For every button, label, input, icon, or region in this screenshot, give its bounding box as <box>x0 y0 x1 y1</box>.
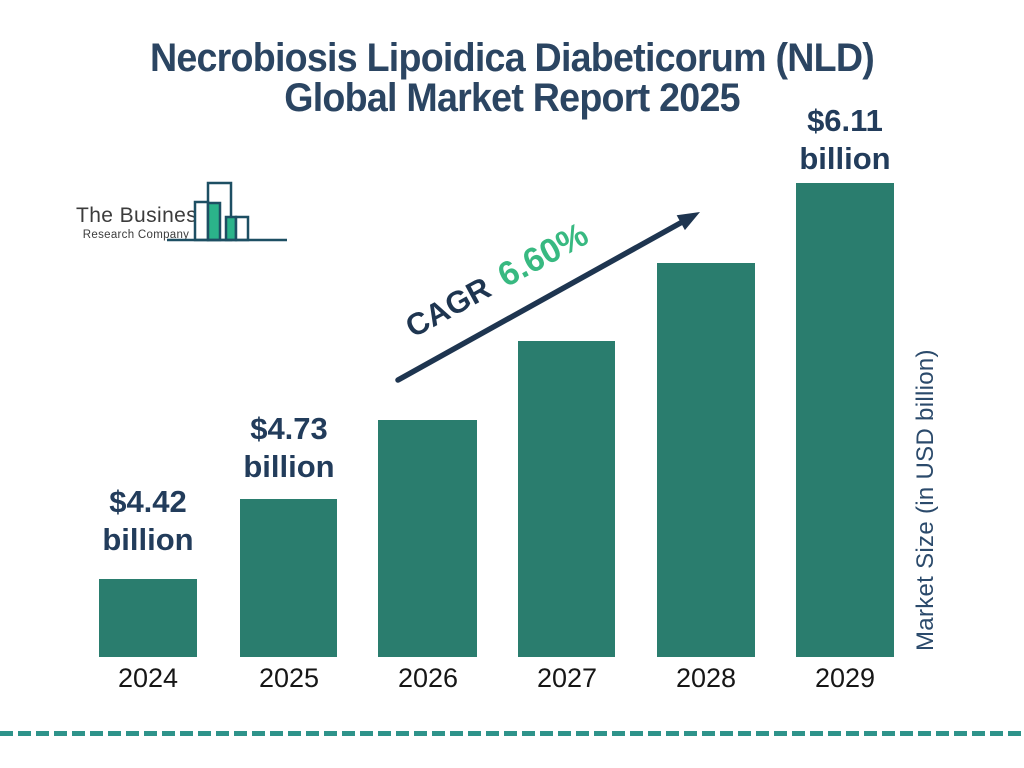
page-title-line2: Global Market Report 2025 <box>284 76 740 120</box>
logo-bars-icon <box>167 181 287 242</box>
logo-text-line1: The Business <box>76 204 209 227</box>
company-logo: The Business Research Company <box>76 181 291 262</box>
x-tick-2026: 2026 <box>397 663 459 693</box>
trend-dashed-divider <box>0 731 1024 736</box>
bar-2024 <box>99 579 197 657</box>
page-title-line1: Necrobiosis Lipoidica Diabeticorum (NLD) <box>149 36 875 80</box>
bar-2026 <box>378 420 477 657</box>
value-unit-2029: billion <box>799 141 891 176</box>
value-label-2029: $6.11 billion <box>765 102 925 178</box>
value-amount-2025: $4.73 <box>250 411 328 446</box>
value-unit-2024: billion <box>102 522 194 557</box>
growth-arrow-icon <box>395 212 700 383</box>
value-unit-2025: billion <box>243 449 335 484</box>
value-label-2025: $4.73 billion <box>209 410 369 486</box>
x-tick-2024: 2024 <box>117 663 179 693</box>
logo-text-line2: Research Company <box>82 229 190 241</box>
value-amount-2029: $6.11 <box>807 103 883 138</box>
y-axis-label: Market Size (in USD billion) <box>912 349 939 651</box>
bar-2025 <box>240 499 337 657</box>
bar-2028 <box>657 263 755 657</box>
x-tick-2027: 2027 <box>536 663 598 693</box>
page-title: Necrobiosis Lipoidica Diabeticorum (NLD)… <box>31 38 994 118</box>
x-tick-2025: 2025 <box>258 663 320 693</box>
value-label-2024: $4.42 billion <box>68 483 228 559</box>
value-amount-2024: $4.42 <box>109 484 187 519</box>
x-tick-2029: 2029 <box>814 663 876 693</box>
x-tick-2028: 2028 <box>675 663 737 693</box>
bar-2029 <box>796 183 894 657</box>
bar-2027 <box>518 341 615 657</box>
company-logo-name: The Business Research Company <box>76 204 209 241</box>
